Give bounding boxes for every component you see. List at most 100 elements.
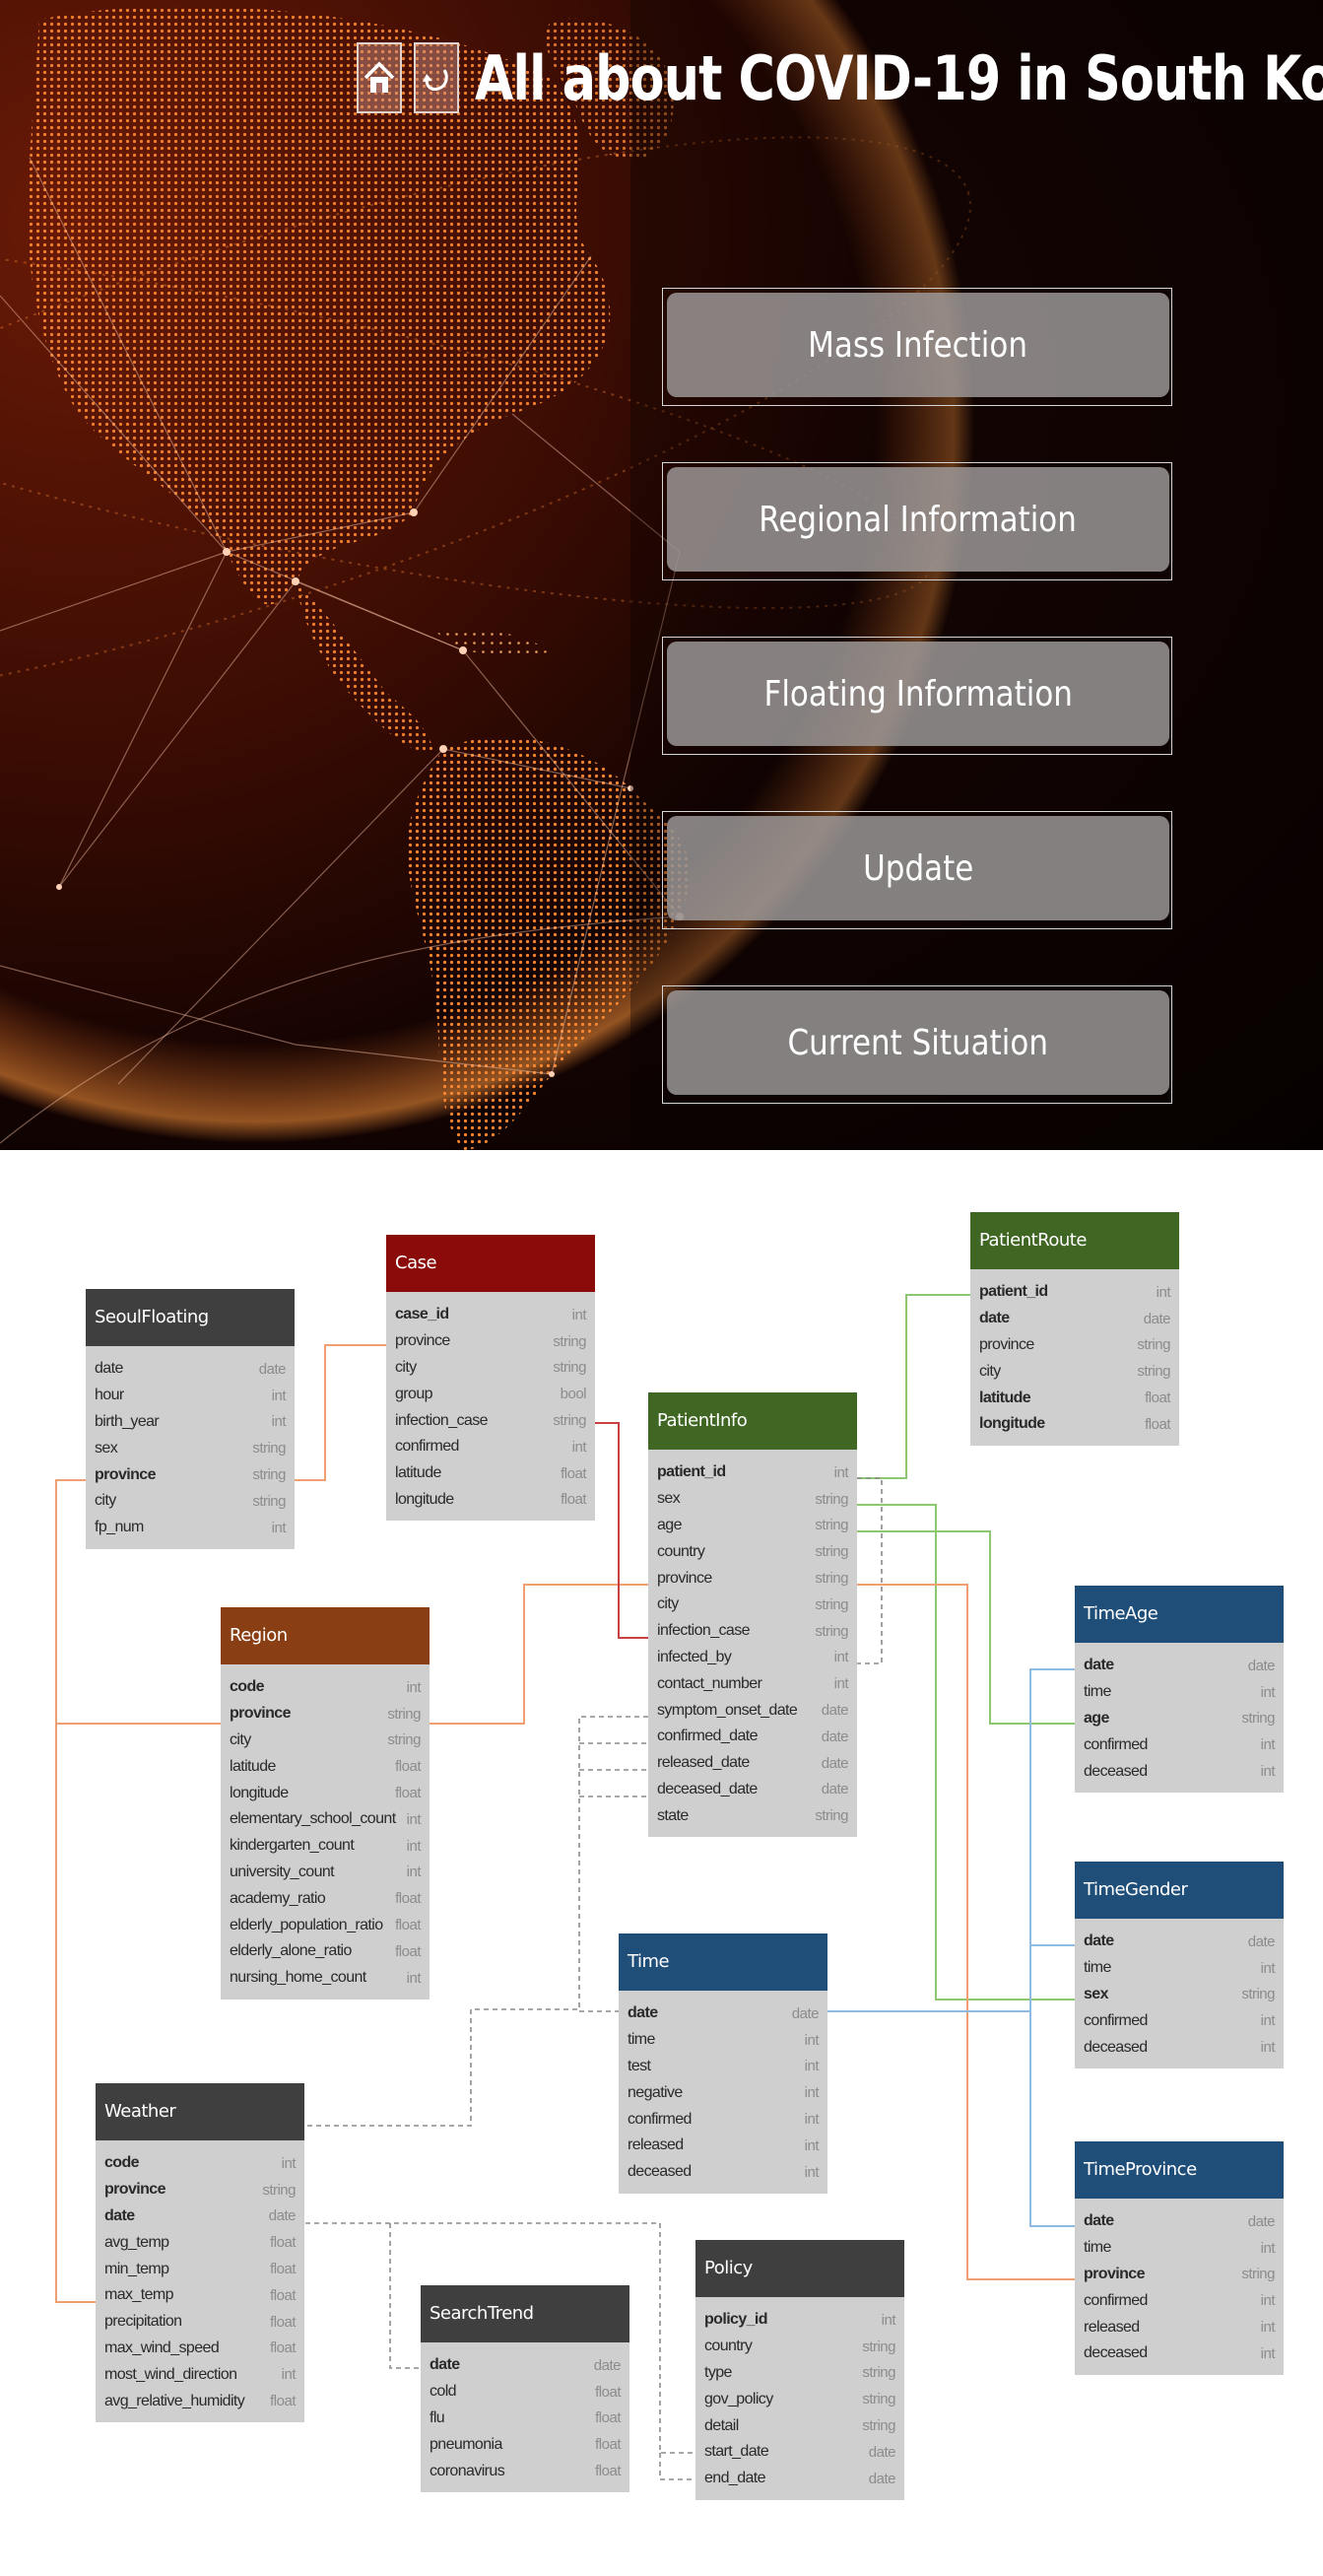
link-time-timegender [827, 1944, 1075, 2012]
field-name: type [704, 2363, 732, 2381]
field-name: code [230, 1678, 265, 1696]
field-row: patient_id int [648, 1459, 857, 1486]
field-type: string [553, 1412, 586, 1430]
field-type: date [821, 1754, 849, 1772]
field-row: deceased int [619, 2159, 827, 2186]
field-type: float [561, 1491, 586, 1509]
field-type: int [804, 2163, 820, 2181]
update-button[interactable]: Update [667, 816, 1169, 920]
regional-information-button[interactable]: Regional Information [667, 467, 1169, 572]
table-timegender: TimeGender date date time int sex string confir… [1075, 1862, 1284, 2068]
mass-infection-button[interactable]: Mass Infection [667, 293, 1169, 397]
field-type: float [1145, 1415, 1170, 1433]
field-row: cold float [421, 2379, 629, 2406]
field-name: case_id [395, 1306, 449, 1323]
field-row: latitude float [970, 1385, 1179, 1411]
field-type: string [262, 2181, 296, 2199]
table-weather-header: Weather [96, 2083, 304, 2140]
field-name: sex [95, 1439, 118, 1457]
field-type: string [252, 1466, 286, 1484]
field-type: date [1247, 1932, 1276, 1950]
link-patientinfo-timeprovince [857, 1584, 1075, 2280]
field-row: city string [648, 1592, 857, 1618]
current-situation-button[interactable]: Current Situation [667, 990, 1169, 1095]
field-name: country [657, 1542, 705, 1560]
field-row: time int [1075, 1955, 1284, 1982]
field-type: string [815, 1807, 848, 1825]
page-title: All about COVID-19 in South Korea [475, 41, 1323, 114]
field-row: case_id int [386, 1302, 595, 1328]
link-policy-enddate [659, 2453, 695, 2480]
field-type: int [833, 1675, 849, 1693]
field-name: most_wind_direction [104, 2365, 237, 2383]
field-row: country string [648, 1538, 857, 1565]
field-row: deceased int [1075, 2034, 1284, 2061]
field-row: latitude float [386, 1460, 595, 1487]
link-seoulfloating-weather [55, 1479, 96, 2303]
field-name: date [1084, 1657, 1114, 1674]
field-type: float [395, 1942, 421, 1960]
field-type: string [553, 1359, 586, 1377]
field-row: deceased int [1075, 2340, 1284, 2367]
field-name: gov_policy [704, 2390, 773, 2407]
field-type: float [395, 1917, 421, 1934]
field-row: date date [86, 1356, 295, 1383]
mass-infection-label: Mass Infection [808, 324, 1028, 366]
field-row: infected_by int [648, 1645, 857, 1671]
field-name: deceased [1084, 2038, 1148, 2056]
field-row: date date [619, 2000, 827, 2027]
field-type: float [595, 2436, 621, 2454]
field-type: date [821, 1781, 849, 1798]
field-name: city [395, 1358, 417, 1376]
field-name: deceased [1084, 1762, 1148, 1780]
field-row: max_wind_speed float [96, 2336, 304, 2362]
field-row: kindergarten_count int [221, 1833, 430, 1860]
field-type: string [1137, 1363, 1170, 1381]
field-row: academy_ratio float [221, 1885, 430, 1912]
back-button[interactable] [414, 42, 459, 113]
field-name: patient_id [657, 1463, 726, 1481]
field-name: province [104, 2181, 165, 2199]
field-name: time [1084, 1959, 1111, 1977]
field-name: negative [628, 2083, 683, 2101]
field-type: float [595, 2409, 621, 2427]
field-type: date [791, 2004, 820, 2022]
field-row: negative int [619, 2079, 827, 2106]
field-name: hour [95, 1387, 124, 1404]
link-patientinfo-dates [305, 1716, 648, 2127]
field-type: int [1260, 2344, 1276, 2362]
link-time-timeage [1029, 1668, 1075, 2227]
field-row: patient_id int [970, 1279, 1179, 1306]
field-row: max_temp float [96, 2282, 304, 2309]
field-type: string [862, 2417, 895, 2435]
field-name: country [704, 2338, 753, 2355]
link-patientroute-patientinfo [857, 1294, 970, 1479]
field-row: type string [695, 2360, 904, 2387]
field-name: min_temp [104, 2260, 169, 2277]
field-type: int [1260, 1959, 1276, 1977]
field-name: max_wind_speed [104, 2339, 220, 2356]
field-type: int [406, 1678, 422, 1696]
field-row: infection_case string [648, 1618, 857, 1645]
home-button[interactable] [357, 42, 402, 113]
field-name: released_date [657, 1754, 750, 1772]
field-type: string [1241, 1986, 1275, 2003]
field-type: float [270, 2234, 296, 2252]
field-row: university_count int [221, 1860, 430, 1886]
field-row: group bool [386, 1381, 595, 1407]
field-row: time int [619, 2027, 827, 2054]
field-type: int [833, 1649, 849, 1666]
field-type: date [868, 2443, 896, 2461]
field-type: date [268, 2207, 297, 2225]
field-name: group [395, 1385, 433, 1402]
link-weather-policy [305, 2222, 695, 2454]
update-label: Update [862, 847, 974, 889]
field-row: contact_number int [648, 1670, 857, 1697]
floating-information-button[interactable]: Floating Information [667, 642, 1169, 746]
field-row: deceased_date date [648, 1777, 857, 1803]
field-type: string [1241, 2266, 1275, 2283]
back-arrow-icon [423, 69, 448, 91]
table-weather-fields: code int province string date date avg_temp flo… [96, 2140, 304, 2422]
field-type: int [1260, 1736, 1276, 1754]
field-type: float [595, 2463, 621, 2480]
